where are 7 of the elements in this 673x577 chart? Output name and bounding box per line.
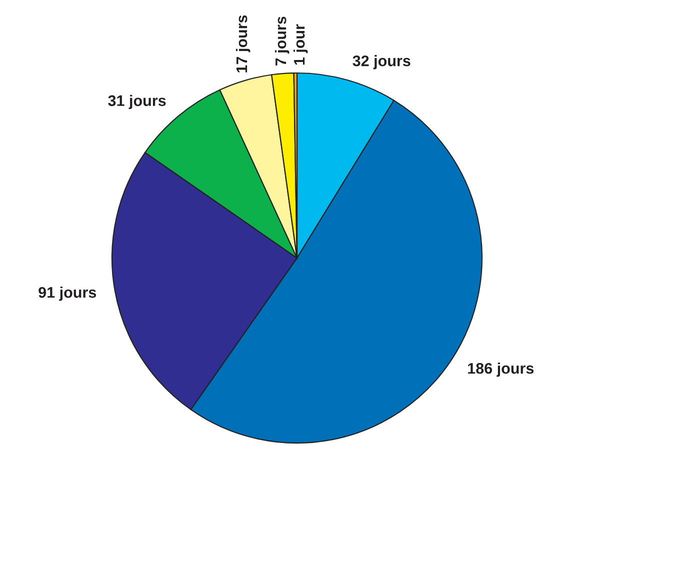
slice-label: 31 jours	[108, 94, 166, 110]
slice-label: 17 jours	[236, 15, 250, 72]
slice-label: 32 jours	[352, 55, 410, 70]
slice-label: 186 jours	[468, 362, 534, 377]
slice-label: 91 jours	[38, 286, 96, 301]
slice-label: 1 jour	[293, 24, 308, 65]
slice-label: 7 jours	[274, 16, 290, 66]
